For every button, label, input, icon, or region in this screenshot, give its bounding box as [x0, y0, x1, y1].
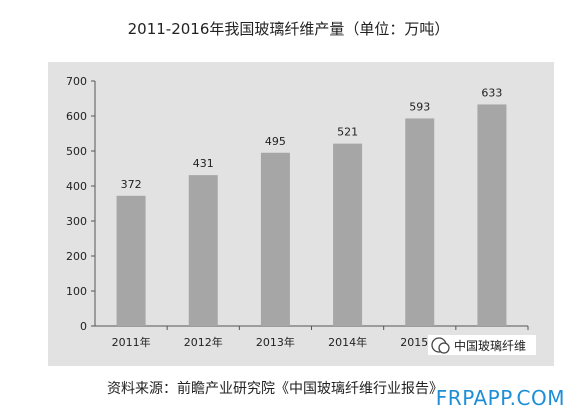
- overlay-badge-bg: [428, 335, 536, 355]
- y-tick-label: 600: [66, 110, 87, 123]
- y-tick-label: 100: [66, 285, 87, 298]
- overlay-label: 中国玻璃纤维: [454, 338, 526, 353]
- y-tick-label: 200: [66, 250, 87, 263]
- y-tick-label: 0: [80, 320, 87, 333]
- bar: [405, 118, 435, 326]
- x-tick-label: 2011年: [112, 335, 151, 349]
- data-label: 593: [409, 100, 430, 113]
- data-label: 521: [337, 126, 358, 139]
- y-tick-label: 700: [66, 75, 87, 88]
- data-label: 633: [481, 86, 502, 99]
- y-tick-label: 400: [66, 180, 87, 193]
- bar: [260, 152, 290, 326]
- x-tick-label: 2012年: [184, 335, 223, 349]
- x-tick-label: 2013年: [256, 335, 295, 349]
- data-label: 431: [193, 157, 214, 170]
- bar: [477, 104, 507, 326]
- y-tick-label: 500: [66, 145, 87, 158]
- chart-title: 2011-2016年我国玻璃纤维产量（单位：万吨）: [127, 20, 450, 38]
- data-label: 495: [265, 135, 286, 148]
- data-label: 372: [121, 178, 142, 191]
- bar: [116, 195, 146, 326]
- bar: [188, 175, 218, 326]
- y-tick-label: 300: [66, 215, 87, 228]
- site-watermark: FRPAPP.COM: [435, 386, 565, 410]
- chat-bubble-small-icon: [438, 342, 450, 354]
- x-tick-label: 2014年: [328, 335, 367, 349]
- source-note: 资料来源：前瞻产业研究院《中国玻璃纤维行业报告》: [107, 381, 443, 397]
- bar: [333, 143, 363, 326]
